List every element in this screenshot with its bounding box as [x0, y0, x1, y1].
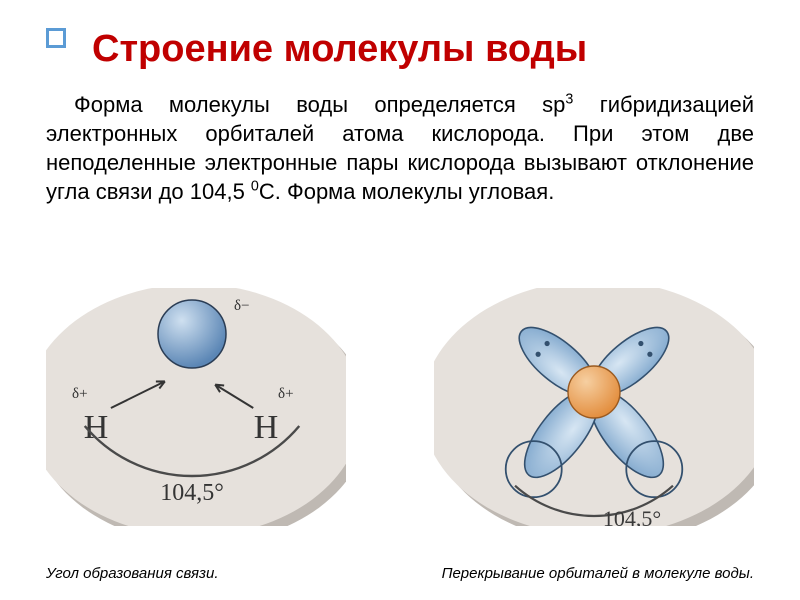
- svg-text:δ+: δ+: [72, 386, 88, 402]
- svg-text:H: H: [254, 409, 279, 446]
- body-text: Форма молекулы воды определяется sp3 гиб…: [46, 90, 754, 206]
- svg-text:δ+: δ+: [278, 386, 294, 402]
- figure-orbitals: 104,5°: [434, 288, 754, 526]
- accent-square: [46, 28, 66, 48]
- figure-bond-angle: δ−Hδ+Hδ+104,5°: [46, 288, 346, 526]
- figures-row: δ−Hδ+Hδ+104,5° 104,5°: [46, 288, 754, 530]
- svg-text:δ−: δ−: [234, 298, 250, 314]
- svg-text:104,5°: 104,5°: [160, 480, 224, 506]
- page-title: Строение молекулы воды: [92, 28, 754, 72]
- caption-left: Угол образования связи.: [46, 565, 219, 582]
- svg-text:104,5°: 104,5°: [603, 506, 661, 526]
- caption-right: Перекрывание орбиталей в молекуле воды.: [442, 565, 754, 582]
